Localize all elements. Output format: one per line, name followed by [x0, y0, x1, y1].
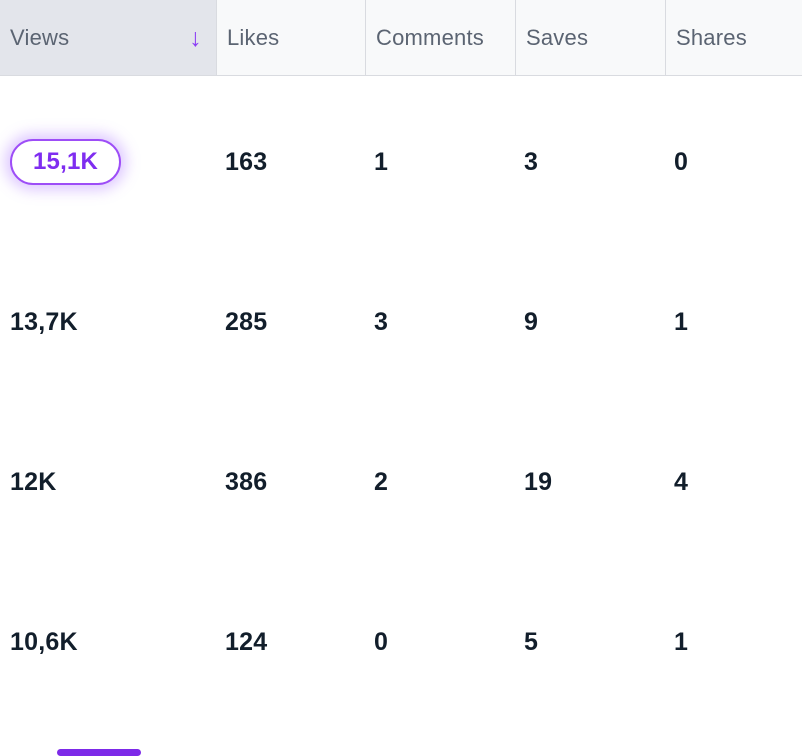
likes-cell: 163	[225, 147, 268, 176]
views-cell: 13,7K	[10, 307, 78, 336]
comments-cell: 0	[374, 627, 389, 656]
saves-cell: 9	[524, 307, 539, 336]
shares-cell: 4	[674, 467, 689, 496]
comments-cell: 2	[374, 467, 389, 496]
column-header-shares[interactable]: Shares	[665, 0, 802, 75]
views-cell: 10,6K	[10, 627, 78, 656]
column-header-comments[interactable]: Comments	[365, 0, 515, 75]
saves-cell: 5	[524, 627, 539, 656]
table-row: 13,7K 285 3 9 1	[0, 242, 802, 402]
views-highlight-pill[interactable]: 15,1K	[10, 139, 122, 185]
table-row: 10,6K 124 0 5 1	[0, 562, 802, 722]
column-header-likes-label: Likes	[227, 24, 280, 50]
table-row: 12K 386 2 19 4	[0, 402, 802, 562]
column-header-likes[interactable]: Likes	[216, 0, 365, 75]
horizontal-scrollbar-thumb[interactable]	[57, 749, 141, 756]
shares-cell: 1	[674, 627, 689, 656]
table-body: 15,1K 163 1 3 0 13,7K 285 3 9 1 12K 386 …	[0, 76, 802, 722]
saves-cell: 3	[524, 147, 539, 176]
comments-cell: 3	[374, 307, 389, 336]
column-header-views[interactable]: Views ↓	[0, 0, 216, 75]
column-header-saves[interactable]: Saves	[515, 0, 665, 75]
sort-descending-icon: ↓	[189, 24, 202, 52]
views-cell: 12K	[10, 467, 57, 496]
likes-cell: 386	[225, 467, 268, 496]
column-header-saves-label: Saves	[526, 24, 589, 50]
column-header-views-label: Views	[10, 24, 70, 50]
shares-cell: 1	[674, 307, 689, 336]
likes-cell: 124	[225, 627, 268, 656]
column-header-comments-label: Comments	[376, 24, 484, 50]
shares-cell: 0	[674, 147, 689, 176]
saves-cell: 19	[524, 467, 553, 496]
comments-cell: 1	[374, 147, 389, 176]
likes-cell: 285	[225, 307, 268, 336]
column-header-shares-label: Shares	[676, 24, 747, 50]
views-cell: 15,1K	[0, 139, 216, 185]
table-row: 15,1K 163 1 3 0	[0, 82, 802, 242]
table-header: Views ↓ Likes Comments Saves Shares	[0, 0, 802, 76]
